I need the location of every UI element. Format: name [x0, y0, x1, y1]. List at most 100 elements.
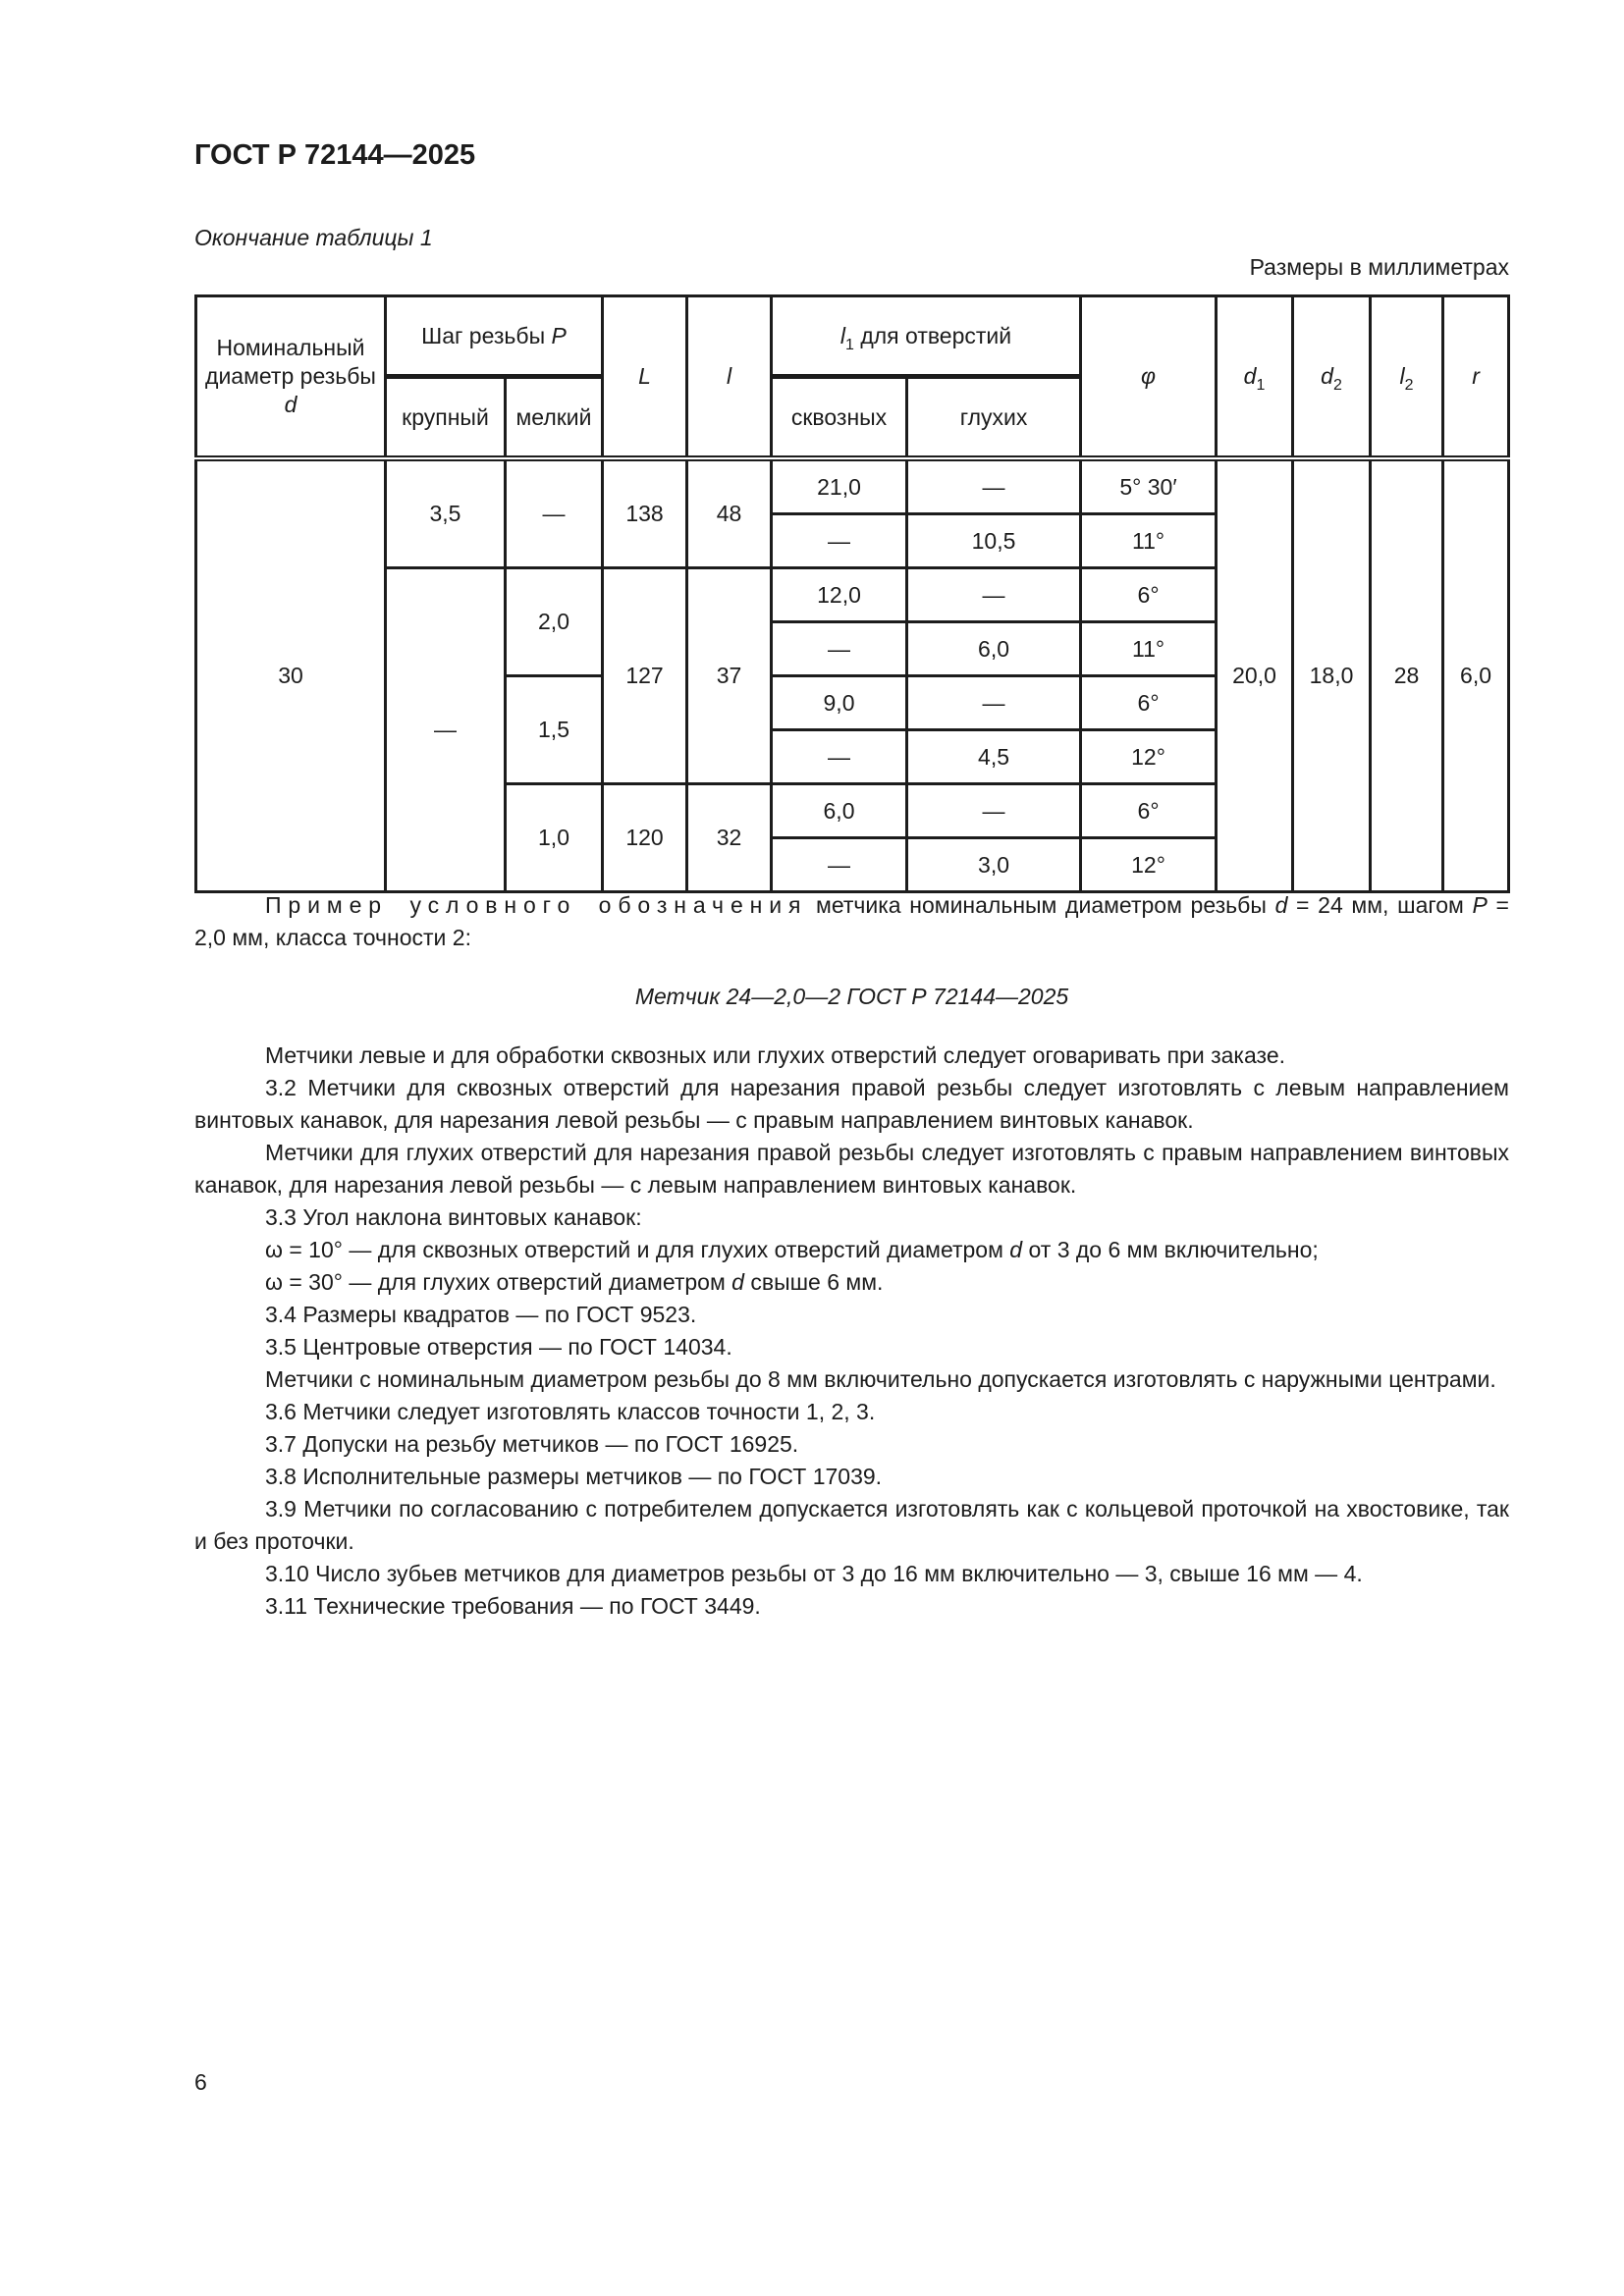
cell-through: 6,0	[770, 782, 909, 839]
cell-phi: 5° 30′	[1079, 456, 1218, 515]
cell-blind: 10,5	[905, 512, 1083, 569]
paragraph-3-9: 3.9 Метчики по согласованию с потребител…	[194, 1496, 1509, 1554]
cell-fine-step: 2,0	[503, 566, 605, 677]
pitch-label: Шаг резьбы	[421, 322, 546, 348]
d2-symbol: d	[1321, 363, 1333, 389]
header-cell-l2: l2	[1369, 294, 1445, 461]
paragraph-3-7: 3.7 Допуски на резьбу метчиков — по ГОСТ…	[265, 1431, 799, 1457]
paragraph-3-6: 3.6 Метчики следует изготовлять классов …	[265, 1399, 876, 1424]
r-symbol: r	[1472, 363, 1480, 389]
paragraph-3-10: 3.10 Число зубьев метчиков для диаметров…	[265, 1561, 1363, 1586]
paragraph-designation-example: Пример условного обозначения метчика ном…	[194, 889, 1509, 954]
doc-code: ГОСТ Р 72144—2025	[194, 139, 476, 171]
nominal-diameter-label: Номинальный диаметр резьбы	[205, 335, 376, 389]
header-row-1: Номинальный диаметр резьбы d Шаг резьбы …	[194, 294, 1511, 461]
cell-d2: 18,0	[1291, 456, 1373, 893]
d-symbol: d	[1274, 892, 1288, 918]
header-cell-fine: мелкий	[503, 375, 605, 461]
example-text: = 24 мм, шагом	[1287, 892, 1473, 918]
cell-diameter: 30	[194, 456, 387, 893]
page-number: 6	[194, 2069, 207, 2095]
table-row: — 2,0 127 37 12,0 — 6°	[196, 566, 1509, 893]
d-symbol: d	[731, 1269, 744, 1295]
cell-phi: 6°	[1079, 782, 1218, 839]
length-L-symbol: L	[638, 363, 651, 389]
cell-through: —	[770, 728, 909, 785]
header-cell-pitch-group: Шаг резьбы P	[383, 294, 605, 379]
spaced-lead-in: Пример условного обозначения	[265, 892, 808, 918]
cell-phi: 6°	[1079, 566, 1218, 623]
omega10-text: от 3 до 6 мм включительно;	[1022, 1237, 1319, 1262]
header-cell-d2: d2	[1291, 294, 1373, 461]
header-cell-phi: φ	[1079, 294, 1218, 461]
cell-coarse-step: —	[384, 566, 507, 893]
cell-through: —	[770, 836, 909, 893]
cell-fine-step: 1,0	[503, 782, 605, 893]
cell-phi: 12°	[1079, 728, 1218, 785]
example-text: = 2,0 мм, класса точности 2:	[194, 892, 1509, 950]
paragraph-centers-note: Метчики с номинальным диаметром резьбы д…	[265, 1366, 1496, 1392]
cell-l: 37	[685, 566, 774, 785]
paragraph-3-2-blind: Метчики для глухих отверстий для нарезан…	[194, 1140, 1509, 1198]
header-cell-nominal-diameter: Номинальный диаметр резьбы d	[194, 294, 387, 461]
header-cell-d1: d1	[1215, 294, 1295, 461]
cell-fine-step: —	[503, 456, 605, 569]
table-row: 30 3,5 — 138 48 21,0 — 5° 30′ 20,0 18,0 …	[194, 456, 1511, 893]
cell-L: 127	[601, 566, 689, 785]
header-cell-through: сквозных	[770, 375, 909, 461]
paragraph-3-8: 3.8 Исполнительные размеры метчиков — по…	[265, 1464, 883, 1489]
length-l-symbol: l	[726, 363, 732, 389]
l1-subscript: 1	[845, 336, 854, 353]
paragraph-3-5: 3.5 Центровые отверстия — по ГОСТ 14034.	[265, 1334, 732, 1360]
cell-r: 6,0	[1441, 456, 1511, 893]
cell-phi: 12°	[1079, 836, 1218, 893]
table-row: 1,5 9,0 — 6°	[196, 674, 1509, 785]
paragraph-3-3: 3.3 Угол наклона винтовых канавок:	[265, 1204, 642, 1230]
nominal-diameter-symbol: d	[284, 392, 298, 417]
paragraph-omega-30: ω = 30° — для глухих отверстий диаметром…	[194, 1266, 1509, 1299]
table-row: 1,0 120 32 6,0 — 6°	[196, 782, 1509, 893]
dimensions-table: Номинальный диаметр резьбы d Шаг резьбы …	[194, 294, 1511, 893]
omega30-text: ω = 30° — для глухих отверстий диаметром	[265, 1269, 732, 1295]
l1-symbol: l	[839, 322, 846, 348]
cell-blind: —	[905, 566, 1083, 623]
p-symbol: P	[1472, 892, 1488, 918]
cell-blind: —	[905, 674, 1083, 731]
table-row: — 4,5 12°	[196, 728, 1509, 785]
d2-subscript: 2	[1332, 377, 1342, 394]
cell-blind: —	[905, 782, 1083, 839]
cell-blind: 3,0	[905, 836, 1083, 893]
cell-l2: 28	[1369, 456, 1445, 893]
header-cell-L: L	[601, 294, 689, 461]
l2-symbol: l	[1399, 363, 1405, 389]
body-text: Пример условного обозначения метчика ном…	[194, 854, 1509, 1623]
example-text: метчика номинальным диаметром резьбы	[807, 892, 1275, 918]
cell-phi: 11°	[1079, 620, 1218, 677]
paragraph-3-11: 3.11 Технические требования — по ГОСТ 34…	[265, 1593, 761, 1619]
cell-L: 138	[601, 456, 689, 569]
cell-blind: 6,0	[905, 620, 1083, 677]
header-cell-coarse: крупный	[384, 375, 507, 461]
cell-through: —	[770, 512, 909, 569]
cell-through: 12,0	[770, 566, 909, 623]
paragraph-3-2-through: 3.2 Метчики для сквозных отверстий для н…	[194, 1075, 1509, 1133]
header-cell-l: l	[685, 294, 774, 461]
d1-symbol: d	[1243, 363, 1257, 389]
d1-subscript: 1	[1256, 377, 1266, 394]
cell-through: 9,0	[770, 674, 909, 731]
omega30-text: свыше 6 мм.	[743, 1269, 884, 1295]
header-row-2: крупный мелкий сквозных глухих	[196, 375, 1509, 461]
pitch-symbol: P	[551, 322, 567, 348]
header-cell-blind: глухих	[905, 375, 1083, 461]
cell-L: 120	[601, 782, 689, 893]
cell-through: —	[770, 620, 909, 677]
l2-subscript: 2	[1404, 377, 1414, 394]
cell-phi: 6°	[1079, 674, 1218, 731]
cell-coarse-step: 3,5	[384, 456, 507, 569]
paragraph-designation: Метчик 24—2,0—2 ГОСТ Р 72144—2025	[634, 984, 1069, 1009]
table-caption: Окончание таблицы 1	[194, 225, 433, 250]
paragraph-omega-10: ω = 10° — для сквозных отверстий и для г…	[194, 1234, 1509, 1266]
cell-through: 21,0	[770, 456, 909, 515]
phi-symbol: φ	[1141, 363, 1157, 389]
cell-fine-step: 1,5	[503, 674, 605, 785]
